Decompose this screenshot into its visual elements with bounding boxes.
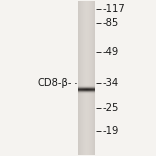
Text: -34: -34: [103, 78, 119, 88]
Text: -19: -19: [103, 126, 119, 136]
Text: -49: -49: [103, 47, 119, 58]
Text: -117: -117: [103, 4, 125, 14]
Text: -25: -25: [103, 103, 119, 113]
Text: -85: -85: [103, 18, 119, 28]
Text: CD8-β-: CD8-β-: [37, 78, 72, 88]
